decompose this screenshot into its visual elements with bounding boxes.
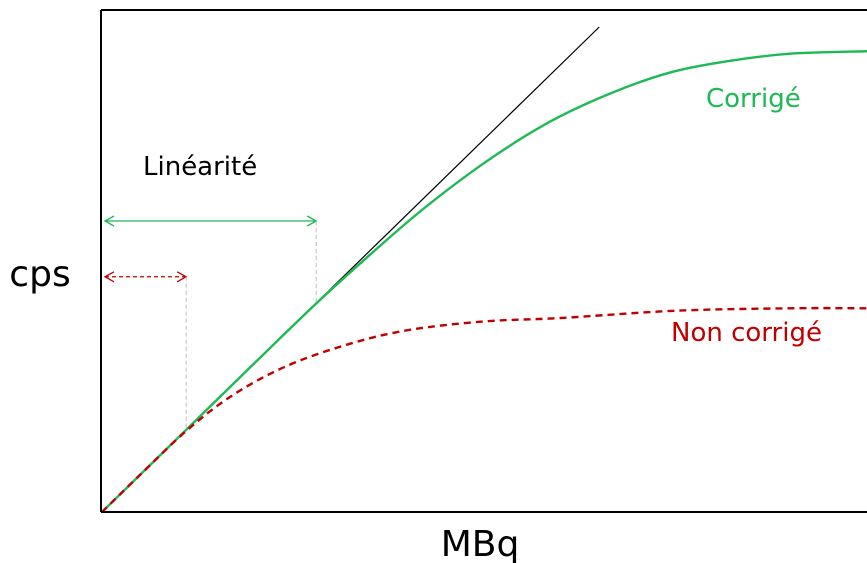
series-label-uncorrected: Non corrigé xyxy=(671,318,822,348)
series-line-corrected xyxy=(102,50,867,512)
linearity-range-linearity-corrected xyxy=(103,215,318,304)
series-label-corrected: Corrigé xyxy=(706,84,801,114)
annotation-layer xyxy=(103,215,318,432)
arrow-head-left xyxy=(103,271,115,283)
arrow-head-left xyxy=(103,215,115,227)
series-layer xyxy=(102,26,867,512)
series-line-uncorrected xyxy=(102,306,867,512)
linearity-label: Linéarité xyxy=(143,152,257,182)
y-axis-label: cps xyxy=(9,254,70,295)
linearity-range-linearity-uncorrected xyxy=(103,271,188,432)
x-axis-label: MBq xyxy=(441,524,520,563)
